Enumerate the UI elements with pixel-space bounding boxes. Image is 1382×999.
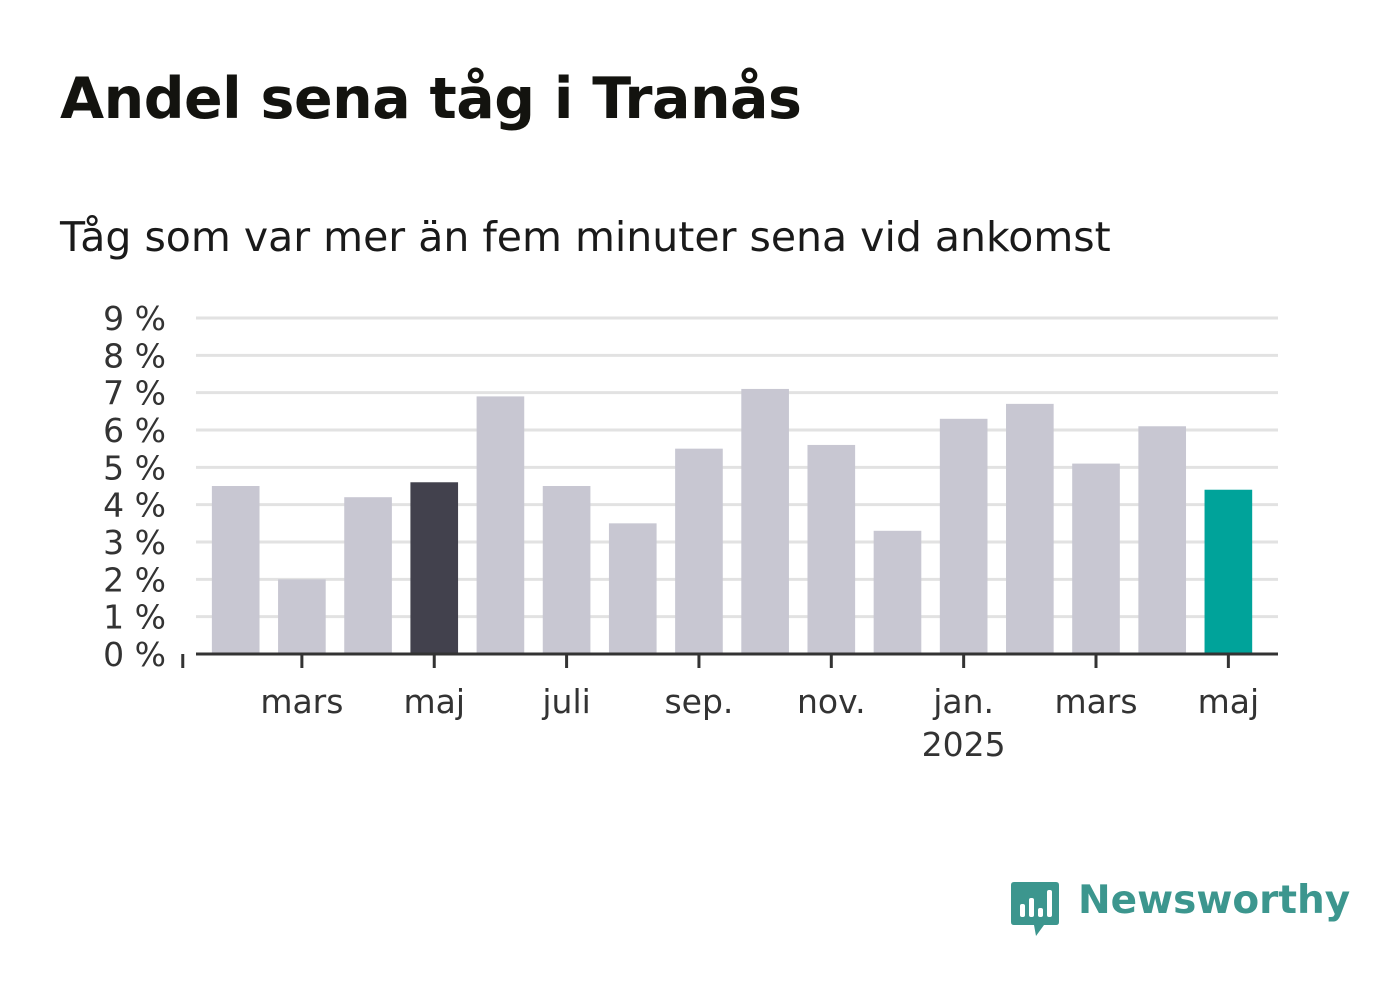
bar [608, 523, 657, 654]
y-tick-label: 0 % [103, 635, 166, 674]
bar [1204, 489, 1253, 654]
x-tick-label: mars [1054, 682, 1137, 721]
x-axis [181, 652, 1278, 668]
y-tick-label: 2 % [103, 560, 166, 599]
chart-subtitle: Tåg som var mer än fem minuter sena vid … [60, 213, 1111, 261]
y-tick-label: 6 % [103, 411, 166, 450]
bar [1072, 463, 1120, 654]
x-axis-labels: mars maj juli sep. nov. jan. 2025 mars maj [260, 682, 1259, 764]
bars [211, 388, 1253, 654]
y-tick-label: 7 % [103, 374, 166, 413]
brand-name: Newsworthy [1078, 878, 1351, 923]
bar [1006, 403, 1054, 654]
y-tick-label: 4 % [103, 486, 166, 525]
chart-title: Andel sena tåg i Tranås [60, 66, 802, 132]
bar [807, 444, 856, 654]
x-tick-label: maj [403, 682, 465, 721]
y-tick-label: 3 % [103, 523, 166, 562]
newsworthy-logo-icon [1011, 882, 1059, 936]
bar [1138, 426, 1187, 654]
bar [542, 486, 591, 654]
bar [410, 482, 459, 654]
y-axis-labels: 0 %1 %2 %3 %4 %5 %6 %7 %8 %9 % [103, 299, 166, 674]
y-tick-label: 8 % [103, 336, 166, 375]
newsworthy-brand: Newsworthy [1010, 876, 1350, 942]
bar [211, 486, 260, 654]
y-tick-label: 9 % [103, 299, 166, 338]
x-tick-label: maj [1198, 682, 1260, 721]
bar [939, 418, 988, 654]
x-tick-label: jan. [932, 682, 994, 721]
x-tick-sublabel: 2025 [922, 725, 1006, 764]
bar [278, 579, 326, 654]
y-tick-label: 1 % [103, 598, 166, 637]
x-tick-label: sep. [664, 682, 733, 721]
x-tick-label: nov. [797, 682, 866, 721]
bar [344, 497, 392, 654]
bar [741, 388, 789, 654]
x-tick-label: mars [260, 682, 343, 721]
x-tick-label: juli [541, 682, 590, 721]
bar [476, 396, 525, 654]
bar [873, 530, 922, 654]
bar [675, 448, 723, 654]
y-tick-label: 5 % [103, 448, 166, 487]
